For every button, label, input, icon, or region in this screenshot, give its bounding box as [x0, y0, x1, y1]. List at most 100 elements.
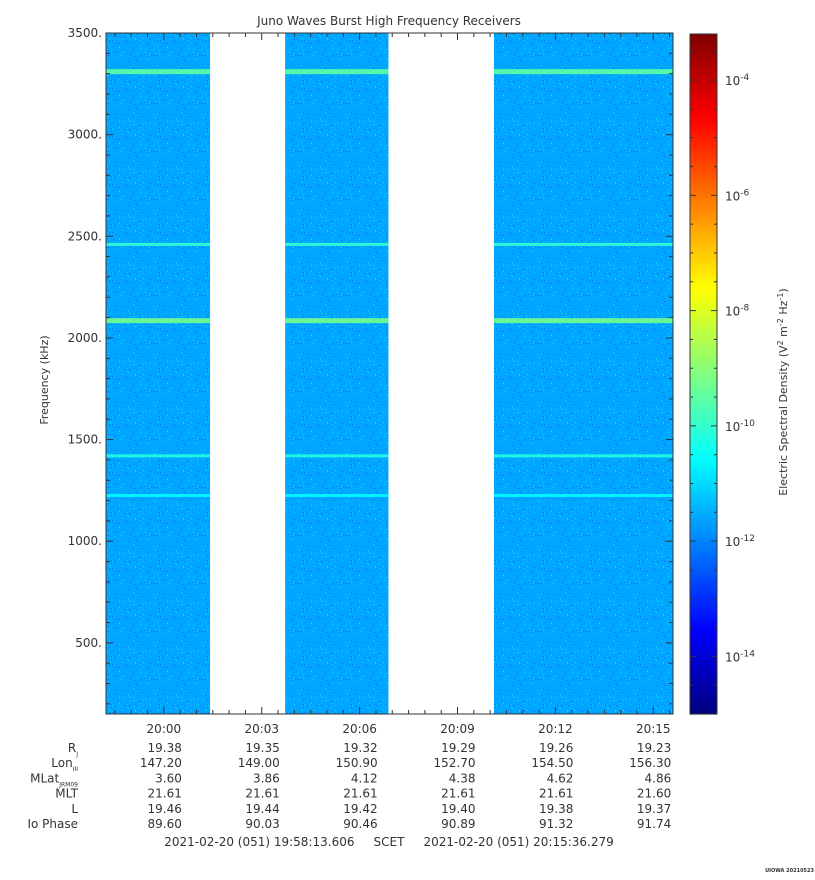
colorbar-segment — [690, 622, 717, 627]
colorbar-segment — [690, 474, 717, 479]
colorbar-segment — [690, 618, 717, 623]
colorbar-segment — [690, 482, 717, 487]
colorbar-segment — [690, 418, 717, 423]
emission-line-2-4 — [285, 454, 389, 458]
ephemeris-value: 21.61 — [343, 787, 377, 801]
colorbar-segment — [690, 246, 717, 251]
chart-title: Juno Waves Burst High Frequency Receiver… — [256, 14, 521, 28]
colorbar-segment — [690, 82, 717, 87]
colorbar-segment — [690, 258, 717, 263]
colorbar-segment — [690, 346, 717, 351]
colorbar-segment — [690, 514, 717, 519]
colorbar-segment — [690, 38, 717, 43]
ephemeris-value: 21.61 — [441, 787, 475, 801]
data-segment-2 — [285, 33, 389, 714]
y-axis: 500. 1000. 1500. 2000. 2500. 3000. 3500. — [68, 26, 673, 705]
colorbar-segment — [690, 578, 717, 583]
colorbar-segment — [690, 310, 717, 315]
colorbar-segment — [690, 242, 717, 247]
emission-line-1-5 — [106, 493, 211, 497]
emission-line-3-3 — [493, 318, 673, 324]
ephemeris-value: 19.37 — [637, 802, 671, 816]
colorbar-segment — [690, 190, 717, 195]
time-range-text: 2021-02-20 (051) 19:58:13.606 SCET 2021-… — [164, 835, 614, 849]
colorbar-segment — [690, 634, 717, 639]
colorbar-segment — [690, 254, 717, 259]
colorbar-segment — [690, 522, 717, 527]
ephemeris-value: 147.20 — [140, 756, 182, 770]
colorbar-segment — [690, 230, 717, 235]
emission-line-1-2 — [106, 242, 211, 246]
colorbar-segment — [690, 510, 717, 515]
ephemeris-value: 91.32 — [539, 817, 573, 831]
colorbar-segment — [690, 434, 717, 439]
colorbar-segment — [690, 154, 717, 159]
colorbar-segment — [690, 550, 717, 555]
ephemeris-value: 154.50 — [531, 756, 573, 770]
colorbar-segment — [690, 378, 717, 383]
colorbar-segment — [690, 70, 717, 75]
ephemeris-value: 90.89 — [441, 817, 475, 831]
colorbar-segment — [690, 450, 717, 455]
colorbar-segment — [690, 534, 717, 539]
colorbar-segment — [690, 366, 717, 371]
colorbar-segment — [690, 46, 717, 51]
y-tick-label: 1000. — [68, 534, 102, 548]
colorbar-segment — [690, 142, 717, 147]
ephemeris-value: 19.23 — [637, 741, 671, 755]
colorbar-segment — [690, 458, 717, 463]
ephemeris-value: 21.61 — [245, 787, 279, 801]
colorbar-segment — [690, 530, 717, 535]
colorbar-segment — [690, 686, 717, 691]
colorbar-segment — [690, 146, 717, 151]
colorbar-segment — [690, 122, 717, 127]
colorbar-segment — [690, 702, 717, 707]
colorbar-segment — [690, 234, 717, 239]
colorbar-segment — [690, 110, 717, 115]
colorbar-segment — [690, 170, 717, 175]
colorbar-segment — [690, 374, 717, 379]
colorbar-segment — [690, 126, 717, 131]
colorbar-segment — [690, 182, 717, 187]
colorbar-segment — [690, 666, 717, 671]
ephemeris-value: 156.30 — [629, 756, 671, 770]
colorbar-segment — [690, 650, 717, 655]
colorbar-segment — [690, 186, 717, 191]
x-tick-label: 20:15 — [636, 722, 671, 736]
colorbar-segment — [690, 206, 717, 211]
colorbar-segment — [690, 174, 717, 179]
colorbar-segment — [690, 642, 717, 647]
colorbar-segment — [690, 538, 717, 543]
colorbar-segment — [690, 290, 717, 295]
ephemeris-value: 89.60 — [147, 817, 181, 831]
colorbar-segment — [690, 150, 717, 155]
ephemeris-row-label: L — [71, 802, 78, 816]
colorbar-segment — [690, 78, 717, 83]
footer-tag: UIOWA 20210523 — [765, 868, 814, 874]
ephemeris-value: 19.38 — [147, 741, 181, 755]
colorbar-segment — [690, 602, 717, 607]
ephemeris-value: 19.32 — [343, 741, 377, 755]
colorbar-segment — [690, 662, 717, 667]
colorbar-segment — [690, 590, 717, 595]
ephemeris-value: 19.35 — [245, 741, 279, 755]
emission-line-2-2 — [285, 242, 389, 246]
colorbar-segment — [690, 406, 717, 411]
colorbar-segment — [690, 390, 717, 395]
colorbar-segment — [690, 58, 717, 63]
colorbar-segment — [690, 454, 717, 459]
colorbar-segment — [690, 598, 717, 603]
emission-line-3-4 — [493, 454, 673, 458]
colorbar-segment — [690, 238, 717, 243]
ephemeris-value: 19.44 — [245, 802, 279, 816]
data-segment-3 — [493, 33, 673, 714]
colorbar-segment — [690, 314, 717, 319]
colorbar-segment — [690, 526, 717, 531]
colorbar-segment — [690, 498, 717, 503]
colorbar-segment — [690, 162, 717, 167]
colorbar-segment — [690, 266, 717, 271]
ephemeris-value: 90.03 — [245, 817, 279, 831]
colorbar-segment — [690, 210, 717, 215]
colorbar-segment — [690, 362, 717, 367]
colorbar-segment — [690, 202, 717, 207]
